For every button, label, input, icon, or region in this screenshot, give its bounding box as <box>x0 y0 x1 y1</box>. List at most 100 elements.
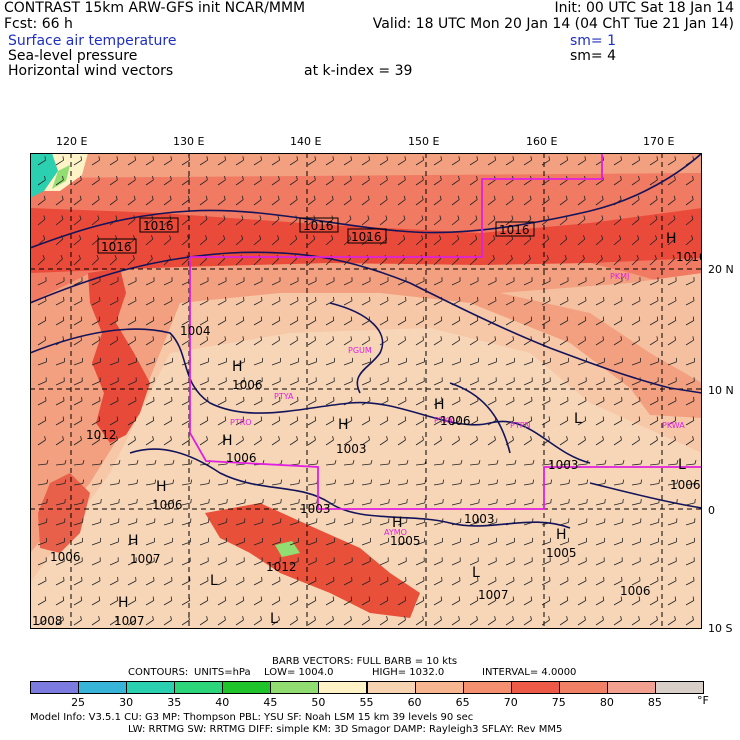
wind-barb-flag <box>493 215 496 220</box>
wind-barb-flag <box>152 316 155 321</box>
wind-barb-flag <box>512 616 514 621</box>
wind-barb <box>667 159 676 166</box>
wind-barb <box>253 258 261 266</box>
wind-barb <box>379 218 388 226</box>
wind-barb <box>145 502 155 506</box>
wind-barb-flag <box>98 436 100 441</box>
wind-barb-flag <box>385 195 388 200</box>
wind-barb <box>181 463 191 466</box>
wind-barb-flag <box>440 616 442 621</box>
wind-barb <box>433 300 443 306</box>
wind-barb <box>181 600 190 606</box>
wind-barb <box>325 238 334 246</box>
wind-barb <box>595 502 605 506</box>
lat-label: 0 <box>708 504 715 517</box>
wind-barb-flag <box>583 235 586 240</box>
wind-barb-flag <box>548 316 551 321</box>
wind-barb <box>217 420 226 426</box>
wind-barb <box>649 522 659 526</box>
wind-barb <box>505 159 514 166</box>
wind-barb <box>595 522 605 526</box>
wind-barb-flag <box>386 175 388 180</box>
wind-barb-flag <box>622 498 624 503</box>
wind-barb <box>559 619 568 626</box>
wind-barb <box>325 483 335 486</box>
wind-barb-flag <box>656 336 658 341</box>
wind-barb <box>595 280 605 286</box>
wind-barb <box>127 361 137 366</box>
wind-barb-flag <box>494 156 496 161</box>
wind-barb <box>685 541 695 546</box>
wind-barb-flag <box>80 156 82 161</box>
wind-barb <box>289 159 298 166</box>
wind-barb <box>253 159 262 166</box>
wind-barb <box>91 381 101 386</box>
wind-barb-flag <box>170 436 172 441</box>
wind-barb <box>343 300 353 306</box>
wind-barb-flag <box>439 215 442 220</box>
wind-barb-flag <box>620 336 622 341</box>
wind-barb <box>91 339 100 346</box>
wind-barb-flag <box>332 336 334 341</box>
wind-barb-flag <box>547 235 550 240</box>
svg-text:1016: 1016 <box>351 230 382 244</box>
wind-barb-flag <box>80 175 82 180</box>
wind-barb <box>343 420 352 426</box>
wind-barb <box>163 400 173 406</box>
wind-barb-flag <box>692 316 695 321</box>
wind-barb-flag <box>512 336 514 341</box>
wind-barb <box>199 522 209 526</box>
svg-text:1005: 1005 <box>546 546 577 560</box>
wind-barb-flag <box>262 498 264 503</box>
wind-barb <box>649 420 658 426</box>
wind-barb <box>271 502 281 506</box>
wind-barb-flag <box>532 459 535 465</box>
contours-interval: INTERVAL= 4.0000 <box>482 667 577 678</box>
wind-barb-flag <box>583 215 586 220</box>
wind-barb-flag <box>620 416 623 421</box>
wind-barb <box>487 483 497 486</box>
wind-barb <box>109 561 119 566</box>
wind-barb-flag <box>314 596 317 601</box>
wind-barb-flag <box>116 336 118 341</box>
wind-barb <box>451 361 461 366</box>
wind-barb <box>523 463 533 466</box>
wind-barb <box>523 300 533 306</box>
wind-barb-flag <box>313 195 316 200</box>
wind-barb <box>667 300 677 306</box>
wind-barb <box>649 258 657 266</box>
wind-barb <box>235 218 244 226</box>
wind-barb <box>55 381 65 386</box>
wind-barb-flag <box>694 498 696 503</box>
wind-barb-flag <box>404 416 407 421</box>
wind-barb <box>217 339 226 346</box>
wind-barb <box>235 381 245 386</box>
wind-barb <box>559 502 569 506</box>
wind-barb <box>595 580 605 586</box>
wind-barb-flag <box>187 235 190 240</box>
wind-barb-flag <box>568 479 571 484</box>
wind-barb <box>361 280 371 286</box>
wind-barb <box>433 179 442 186</box>
wind-barb <box>73 179 82 186</box>
wind-barb <box>73 522 83 526</box>
wind-barb <box>379 561 389 566</box>
wind-barb <box>595 199 604 206</box>
svg-text:L: L <box>472 565 480 581</box>
wind-barb-flag <box>512 436 514 441</box>
wind-barb <box>559 381 569 386</box>
wind-barb-flag <box>333 296 335 301</box>
wind-barb-flag <box>97 235 100 240</box>
wind-barb <box>631 483 641 486</box>
wind-barb <box>541 199 550 206</box>
wind-barb <box>559 179 568 186</box>
wind-barb <box>631 159 640 166</box>
wind-barb <box>541 400 551 406</box>
wind-barb <box>217 238 226 246</box>
wind-barb-flag <box>187 195 190 200</box>
wind-barb-flag <box>46 498 48 503</box>
wind-barb-flag <box>96 254 99 259</box>
wind-barb-flag <box>691 195 694 200</box>
wind-barb-flag <box>620 616 622 621</box>
wind-barb <box>181 258 189 266</box>
